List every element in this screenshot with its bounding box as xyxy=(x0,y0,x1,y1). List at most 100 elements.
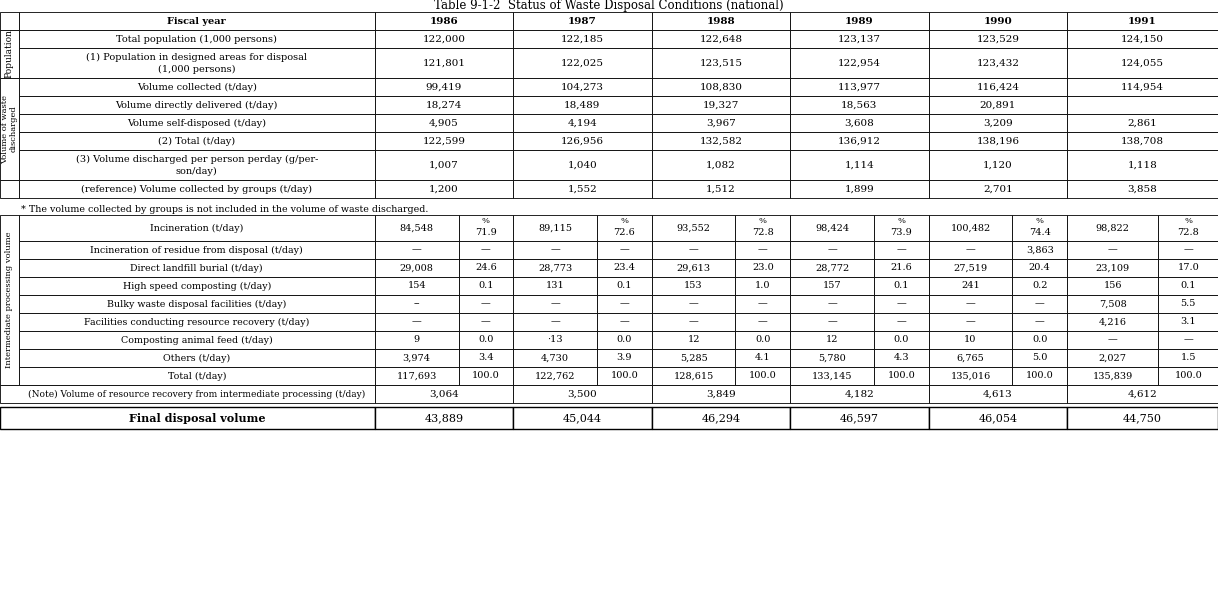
Bar xyxy=(597,215,652,241)
Text: —: — xyxy=(758,245,767,254)
Bar xyxy=(458,313,513,331)
Text: Population: Population xyxy=(5,29,13,79)
Text: 3,849: 3,849 xyxy=(706,390,736,398)
Bar xyxy=(652,367,736,385)
Text: Fiscal year: Fiscal year xyxy=(167,16,227,26)
Text: 2,861: 2,861 xyxy=(1128,118,1157,127)
Text: Volume self-disposed (t/day): Volume self-disposed (t/day) xyxy=(127,118,267,127)
Bar xyxy=(928,385,1067,403)
Bar xyxy=(1012,349,1067,367)
Bar xyxy=(1067,78,1218,96)
Text: 3,500: 3,500 xyxy=(568,390,597,398)
Text: —: — xyxy=(1184,245,1194,254)
Text: 122,025: 122,025 xyxy=(561,59,604,68)
Text: 23,109: 23,109 xyxy=(1096,264,1130,273)
Bar xyxy=(1067,241,1158,259)
Bar xyxy=(1067,367,1158,385)
Text: —: — xyxy=(551,300,560,309)
Text: 100.0: 100.0 xyxy=(888,371,915,381)
Bar xyxy=(928,259,1012,277)
Bar xyxy=(375,180,513,198)
Bar xyxy=(375,259,458,277)
Bar xyxy=(375,78,513,96)
Text: 100,482: 100,482 xyxy=(950,223,990,232)
Text: 4,182: 4,182 xyxy=(844,390,875,398)
Text: 123,515: 123,515 xyxy=(699,59,743,68)
Text: 12: 12 xyxy=(687,336,700,345)
Bar xyxy=(873,215,928,241)
Bar xyxy=(1158,313,1218,331)
Text: 7,508: 7,508 xyxy=(1099,300,1127,309)
Text: 3,209: 3,209 xyxy=(983,118,1012,127)
Bar xyxy=(652,331,736,349)
Text: --: -- xyxy=(413,300,420,309)
Bar xyxy=(652,295,736,313)
Bar xyxy=(18,367,375,385)
Bar xyxy=(513,150,652,180)
Bar xyxy=(513,331,597,349)
Bar xyxy=(928,407,1067,429)
Text: 72.8: 72.8 xyxy=(752,228,773,237)
Bar xyxy=(1012,277,1067,295)
Bar xyxy=(18,48,375,78)
Bar xyxy=(652,277,736,295)
Bar xyxy=(458,215,513,241)
Text: 4.1: 4.1 xyxy=(755,354,771,362)
Bar xyxy=(1012,367,1067,385)
Text: 4,194: 4,194 xyxy=(568,118,597,127)
Text: —: — xyxy=(551,245,560,254)
Text: 3.4: 3.4 xyxy=(479,354,493,362)
Text: (1,000 persons): (1,000 persons) xyxy=(158,65,235,74)
Text: Final disposal volume: Final disposal volume xyxy=(129,412,266,423)
Text: Volume directly delivered (t/day): Volume directly delivered (t/day) xyxy=(116,101,278,110)
Text: 74.4: 74.4 xyxy=(1029,228,1051,237)
Bar xyxy=(18,30,375,48)
Text: 0.0: 0.0 xyxy=(1032,336,1047,345)
Text: 28,773: 28,773 xyxy=(538,264,572,273)
Bar xyxy=(513,132,652,150)
Bar xyxy=(375,215,458,241)
Text: 122,762: 122,762 xyxy=(535,371,575,381)
Bar xyxy=(513,367,597,385)
Bar xyxy=(652,132,790,150)
Text: 4.3: 4.3 xyxy=(894,354,909,362)
Text: Total (t/day): Total (t/day) xyxy=(168,371,227,381)
Text: —: — xyxy=(966,317,976,326)
Text: (3) Volume discharged per person perday (g/per-: (3) Volume discharged per person perday … xyxy=(76,156,318,165)
Bar xyxy=(18,150,375,180)
Text: 24.6: 24.6 xyxy=(475,264,497,273)
Text: 0.1: 0.1 xyxy=(616,281,632,290)
Bar xyxy=(652,180,790,198)
Text: 0.0: 0.0 xyxy=(479,336,493,345)
Bar xyxy=(375,295,458,313)
Text: 1,007: 1,007 xyxy=(429,160,459,170)
Text: 1,040: 1,040 xyxy=(568,160,597,170)
Bar xyxy=(736,241,790,259)
Bar xyxy=(652,241,736,259)
Text: 126,956: 126,956 xyxy=(561,137,604,146)
Text: %: % xyxy=(620,217,628,224)
Bar xyxy=(18,277,375,295)
Bar xyxy=(18,313,375,331)
Text: Facilities conducting resource recovery (t/day): Facilities conducting resource recovery … xyxy=(84,317,309,326)
Text: 116,424: 116,424 xyxy=(977,82,1019,92)
Text: 0.0: 0.0 xyxy=(755,336,771,345)
Text: 46,294: 46,294 xyxy=(702,413,741,423)
Text: 0.0: 0.0 xyxy=(616,336,632,345)
Text: —: — xyxy=(688,300,698,309)
Bar xyxy=(652,12,790,30)
Text: —: — xyxy=(620,300,630,309)
Text: 12: 12 xyxy=(826,336,838,345)
Bar xyxy=(1067,349,1158,367)
Text: 29,008: 29,008 xyxy=(400,264,434,273)
Bar xyxy=(513,215,597,241)
Text: 241: 241 xyxy=(961,281,979,290)
Bar xyxy=(790,30,928,48)
Bar xyxy=(1012,295,1067,313)
Bar xyxy=(652,150,790,180)
Bar xyxy=(1067,48,1218,78)
Text: 100.0: 100.0 xyxy=(610,371,638,381)
Text: Bulky waste disposal facilities (t/day): Bulky waste disposal facilities (t/day) xyxy=(107,300,286,309)
Bar xyxy=(1158,295,1218,313)
Bar xyxy=(736,215,790,241)
